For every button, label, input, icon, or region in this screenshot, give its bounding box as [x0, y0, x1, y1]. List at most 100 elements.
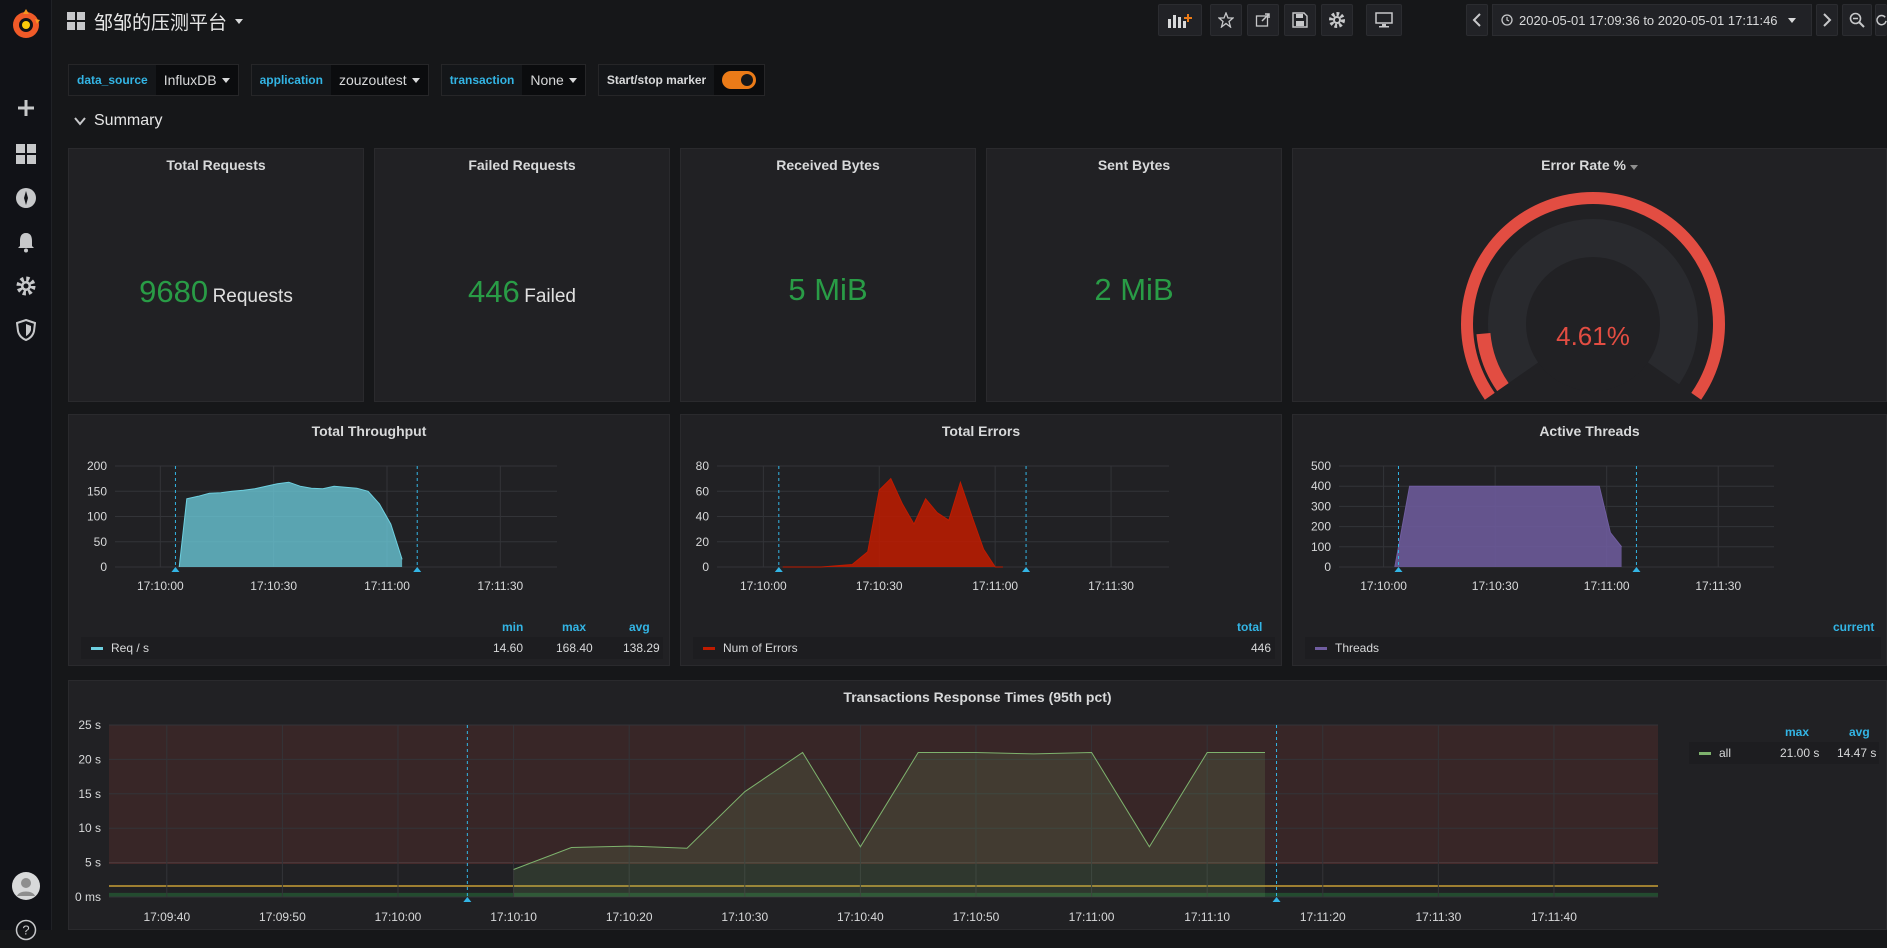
x-tick-label: 17:11:00	[364, 579, 410, 593]
x-tick-label: 17:11:00	[1069, 910, 1115, 924]
legend-row[interactable]: Threads	[1305, 637, 1881, 659]
time-range-forward-button[interactable]	[1816, 4, 1838, 36]
legend-row[interactable]: all 21.00 s 14.47 s	[1689, 742, 1879, 764]
time-range-picker[interactable]: 2020-05-01 17:09:36 to 2020-05-01 17:11:…	[1492, 4, 1812, 36]
y-tick-label: 60	[696, 484, 710, 498]
x-tick-label: 17:09:40	[143, 910, 190, 924]
panel-title: Failed Requests	[375, 157, 669, 173]
y-tick-label: 500	[1311, 459, 1331, 473]
legend-header-avg: avg	[629, 620, 650, 634]
variable-label: application	[252, 65, 331, 95]
variable-dropdown[interactable]: InfluxDB	[156, 65, 238, 95]
x-tick-label: 17:10:50	[953, 910, 1000, 924]
annotation-marker-icon	[463, 897, 471, 902]
y-tick-label: 200	[87, 459, 107, 473]
user-avatar[interactable]	[8, 868, 44, 904]
y-tick-label: 100	[1311, 540, 1331, 554]
legend-value-avg: 14.47 s	[1837, 746, 1876, 760]
dashboard-title-picker[interactable]: 邹邹的压测平台	[66, 6, 243, 36]
annotation-toggle[interactable]	[722, 71, 756, 89]
y-tick-label: 10 s	[78, 821, 101, 835]
dashboard-settings-button[interactable]	[1321, 4, 1353, 36]
stat-number: 5 MiB	[788, 272, 867, 307]
panel-sent-bytes: Sent Bytes 2 MiB	[986, 148, 1282, 402]
help-icon[interactable]: ?	[8, 912, 44, 948]
server-admin-shield-icon[interactable]	[8, 312, 44, 348]
y-tick-label: 25 s	[78, 718, 101, 732]
legend-series-name: all	[1719, 746, 1731, 760]
variable-value: zouzoutest	[339, 72, 407, 88]
dashboard-grid-icon	[66, 11, 86, 31]
panel-title: Total Requests	[69, 157, 363, 173]
series-color-swatch	[91, 647, 103, 650]
alerting-bell-icon[interactable]	[8, 224, 44, 260]
panel-received-bytes: Received Bytes 5 MiB	[680, 148, 976, 402]
legend-value-max: 21.00 s	[1780, 746, 1819, 760]
variable-label: transaction	[442, 65, 523, 95]
svg-text:?: ?	[22, 923, 29, 938]
zoom-out-button[interactable]	[1842, 4, 1872, 36]
y-tick-label: 0	[702, 560, 709, 574]
x-tick-label: 17:11:20	[1300, 910, 1346, 924]
legend-value-total: 446	[1251, 641, 1271, 655]
y-tick-label: 400	[1311, 479, 1331, 493]
share-dashboard-button[interactable]	[1247, 4, 1279, 36]
chevron-left-icon	[1472, 13, 1482, 27]
annotation-marker-icon	[171, 567, 179, 572]
x-tick-label: 17:09:50	[259, 910, 306, 924]
variable-dropdown[interactable]: zouzoutest	[331, 65, 428, 95]
create-plus-icon[interactable]	[8, 90, 44, 126]
x-tick-label: 17:10:10	[490, 910, 537, 924]
x-tick-label: 17:11:30	[477, 579, 523, 593]
stat-value: 446 Failed	[375, 274, 669, 310]
x-tick-label: 17:11:30	[1695, 579, 1741, 593]
add-panel-button[interactable]	[1158, 4, 1202, 36]
cycle-view-mode-button[interactable]	[1366, 4, 1402, 36]
variable-value: InfluxDB	[164, 72, 217, 88]
y-tick-label: 20 s	[78, 752, 101, 766]
refresh-button[interactable]	[1875, 4, 1887, 36]
save-dashboard-button[interactable]	[1284, 4, 1316, 36]
x-tick-label: 17:10:00	[1360, 579, 1407, 593]
y-tick-label: 200	[1311, 520, 1331, 534]
grafana-logo-icon[interactable]	[7, 6, 45, 44]
variable-dropdown[interactable]: None	[522, 65, 584, 95]
legend-row[interactable]: Req / s 14.60 168.40 138.29	[81, 637, 663, 659]
stat-value: 2 MiB	[987, 272, 1281, 308]
legend-header-max: max	[562, 620, 586, 634]
chevron-down-icon	[74, 116, 86, 126]
stat-number: 9680	[139, 274, 208, 309]
annotation-marker-icon	[1632, 567, 1640, 572]
x-tick-label: 17:11:30	[1088, 579, 1134, 593]
time-range-label: 2020-05-01 17:09:36 to 2020-05-01 17:11:…	[1519, 13, 1778, 28]
chevron-down-icon	[235, 19, 243, 24]
y-tick-label: 5 s	[85, 856, 101, 870]
start-stop-marker-annotation: Start/stop marker	[598, 64, 765, 96]
configuration-gear-icon[interactable]	[8, 268, 44, 304]
stat-number: 2 MiB	[1094, 272, 1173, 307]
annotation-marker-icon	[1273, 897, 1281, 902]
time-range-back-button[interactable]	[1466, 4, 1488, 36]
annotation-marker-icon	[775, 567, 783, 572]
explore-compass-icon[interactable]	[8, 180, 44, 216]
row-summary-header[interactable]: Summary	[74, 112, 162, 130]
y-tick-label: 15 s	[78, 787, 101, 801]
star-dashboard-button[interactable]	[1210, 4, 1242, 36]
x-tick-label: 17:11:40	[1531, 910, 1577, 924]
series-color-swatch	[1315, 647, 1327, 650]
series-area	[783, 479, 1003, 567]
series-color-swatch	[703, 647, 715, 650]
x-tick-label: 17:11:30	[1415, 910, 1461, 924]
legend-row[interactable]: Num of Errors 446	[693, 637, 1275, 659]
add-panel-icon	[1167, 11, 1193, 29]
x-tick-label: 17:11:10	[1184, 910, 1230, 924]
variable-label: data_source	[69, 65, 156, 95]
dashboards-grid-icon[interactable]	[8, 136, 44, 172]
dashboard-title: 邹邹的压测平台	[94, 8, 227, 35]
x-tick-label: 17:10:00	[137, 579, 184, 593]
stat-unit: Requests	[213, 286, 293, 307]
annotation-label: Start/stop marker	[599, 65, 714, 95]
